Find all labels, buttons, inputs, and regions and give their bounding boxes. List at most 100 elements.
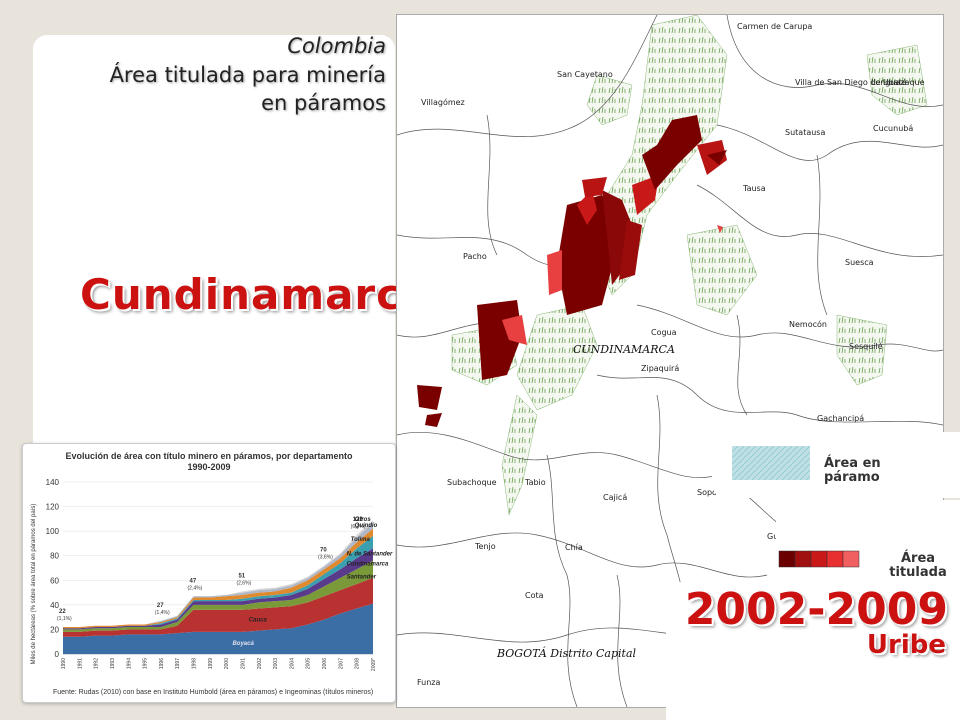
town-label: Gachancipá [817, 414, 864, 423]
town-label: Sesquilé [849, 341, 883, 351]
annotation-percent: (2,6%) [236, 580, 251, 586]
town-label: Cogua [651, 328, 677, 337]
chart-source: Fuente: Rudas (2010) con base en Institu… [53, 689, 373, 696]
x-tick-label: 2001 [240, 658, 246, 669]
town-label: Tabio [524, 478, 546, 487]
series-label: Quindío [355, 523, 378, 529]
department-label: CUNDINAMARCA [573, 343, 675, 356]
x-tick-label: 2009* [371, 658, 377, 671]
series-label: N. de Santander [347, 551, 393, 557]
town-label: Suesca [845, 258, 874, 267]
town-label: Lenguazaque [871, 78, 925, 87]
mining-map: Carmen de Carupa San Cayetano Villagómez Vi… [396, 14, 944, 708]
x-tick-label: 2007 [338, 658, 344, 669]
series-label: Otros [355, 517, 372, 523]
x-tick-label: 2003 [273, 658, 279, 669]
x-tick-label: 1997 [175, 658, 181, 669]
area-series-cundinamarca [63, 548, 373, 630]
annotation-value: 47 [190, 578, 197, 584]
x-tick-label: 2002 [257, 658, 263, 669]
legend-scale-swatch [842, 550, 860, 568]
map-canvas: Carmen de Carupa San Cayetano Villagómez Vi… [397, 15, 943, 707]
x-tick-label: 1998 [192, 658, 198, 669]
y-tick-label: 60 [50, 576, 59, 585]
x-tick-label: 1996 [159, 658, 165, 669]
x-tick-label: 1999 [208, 658, 214, 669]
annotation-percent: (1,4%) [155, 610, 170, 616]
period-label: 2002-2009 [684, 584, 948, 635]
footer-panel [666, 582, 960, 720]
area-series-cauca [63, 577, 373, 637]
town-label: Tenjo [474, 542, 496, 551]
x-tick-label: 1992 [94, 658, 100, 669]
series-label: Boyacá [232, 641, 254, 647]
municipal-boundaries [397, 15, 943, 707]
area-series-santander [63, 560, 373, 632]
town-label: Subachoque [447, 478, 497, 487]
town-label: San Cayetano [557, 70, 613, 79]
x-tick-label: 2008 [355, 658, 361, 669]
town-label: Chía [565, 543, 583, 552]
y-tick-label: 100 [46, 527, 60, 536]
annotation-value: 27 [157, 603, 164, 609]
y-tick-label: 120 [46, 503, 60, 512]
series-label: Cundinamarca [347, 562, 389, 568]
series-label: Santander [347, 575, 377, 581]
town-label: Sopó [697, 487, 717, 497]
annotation-percent: (2,4%) [188, 585, 203, 591]
area-chart-card: Evolución de área con título minero en p… [22, 443, 396, 703]
annotation-value: 70 [320, 548, 327, 554]
town-label: Villa de San Diego de Ubaté [795, 77, 907, 87]
y-tick-label: 20 [50, 625, 59, 634]
legend-scale-swatch [810, 550, 828, 568]
annotation-percent: (3,6%) [318, 555, 333, 561]
legend-scale-swatch [778, 550, 796, 568]
town-label: Cota [525, 591, 544, 600]
town-label: Tausa [742, 184, 766, 193]
x-tick-label: 1995 [143, 658, 149, 669]
legend-paramo: Área en páramo [712, 432, 960, 498]
annotation-value: 22 [59, 609, 66, 615]
titled-mining-areas [417, 115, 727, 427]
x-tick-label: 2005 [306, 658, 312, 669]
town-label: Cucunubá [873, 124, 913, 133]
x-tick-label: 1990 [61, 658, 67, 669]
town-label: Funza [417, 678, 441, 687]
town-label: Sutatausa [785, 128, 825, 137]
chart-title: Evolución de área con título minero en p… [65, 451, 353, 461]
title-country: Colombia [287, 34, 386, 58]
town-label: Nemocón [789, 319, 827, 329]
chart-subtitle: 1990-2009 [187, 462, 230, 472]
chart-y-axis-label: Miles de hectáreas (% sobre área total e… [31, 504, 37, 665]
x-tick-label: 2004 [289, 658, 295, 669]
area-series-tolima [63, 528, 373, 629]
y-tick-label: 140 [46, 478, 60, 487]
x-tick-label: 1991 [77, 658, 83, 669]
x-tick-label: 1994 [126, 658, 132, 669]
annotation-percent: (6,3%) [351, 524, 366, 530]
title-subject-cont: en páramos [261, 91, 386, 115]
x-tick-label: 2000 [224, 658, 230, 669]
area-series-boyac- [63, 603, 373, 654]
legend-scale-swatch [794, 550, 812, 568]
paramo-areas [451, 15, 928, 516]
series-label: Cauca [249, 618, 268, 624]
x-tick-label: 2006 [322, 658, 328, 669]
legend-titled-label: Área titulada [889, 551, 947, 580]
annotation-value: 122 [353, 517, 364, 523]
legend-titled: Área titulada [776, 500, 960, 582]
town-label: Pacho [463, 252, 487, 261]
capital-label: BOGOTÁ Distrito Capital [496, 646, 637, 660]
legend-paramo-label: Área en páramo [824, 456, 881, 485]
president-label: Uribe [866, 630, 946, 660]
legend-scale-swatch [826, 550, 844, 568]
legend-paramo-swatch [732, 446, 810, 480]
y-tick-label: 0 [55, 650, 60, 659]
region-title: Cundinamarca [80, 270, 432, 319]
title-subject: Área titulada para minería [109, 63, 386, 87]
annotation-value: 51 [238, 573, 245, 579]
annotation-percent: (1,1%) [57, 616, 72, 622]
legend-titled-scale [778, 550, 860, 568]
town-label: Carmen de Carupa [737, 22, 812, 31]
title-panel [33, 35, 395, 455]
